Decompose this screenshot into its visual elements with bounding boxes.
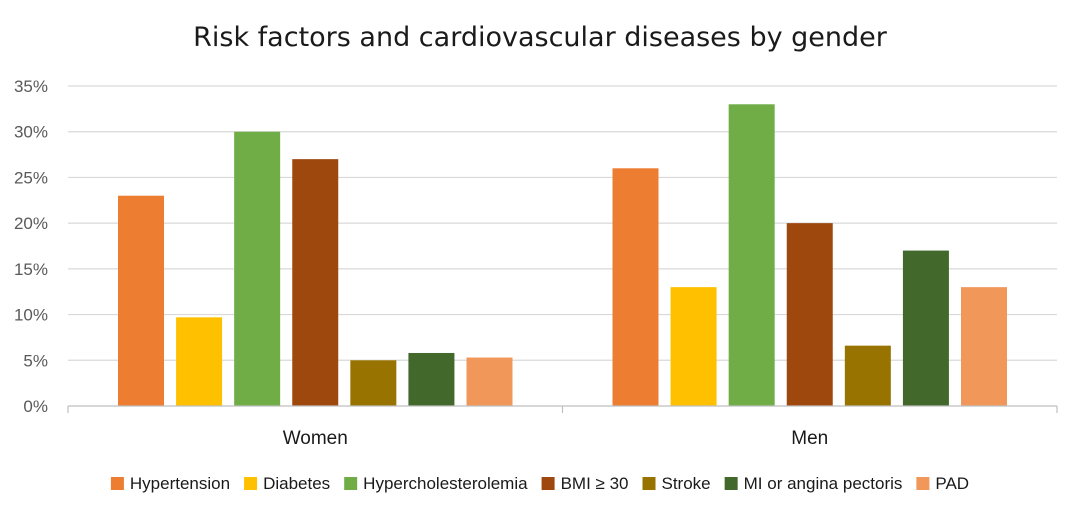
- bar-hypertension-men: [612, 168, 659, 406]
- legend-label: Diabetes: [263, 474, 330, 493]
- legend-item: PAD: [916, 474, 969, 493]
- bar-mi-or-angina-pectoris-women: [408, 352, 455, 406]
- legend-item: Stroke: [642, 474, 711, 493]
- bar-diabetes-men: [670, 287, 717, 406]
- legend-item: Diabetes: [244, 474, 330, 493]
- legend-swatch: [244, 477, 258, 490]
- legend-swatch: [110, 477, 124, 490]
- bar-hypercholesterolemia-men: [728, 104, 775, 407]
- bar-stroke-men: [844, 345, 891, 406]
- bar-bmi-30-women: [292, 159, 339, 406]
- y-tick-label: 35%: [14, 77, 48, 96]
- legend-swatch: [541, 477, 555, 490]
- legend-swatch: [642, 477, 656, 490]
- legend-label: Hypertension: [130, 474, 230, 493]
- bar-mi-or-angina-pectoris-men: [902, 250, 949, 406]
- bar-pad-women: [466, 357, 513, 406]
- legend-label: Stroke: [662, 474, 711, 493]
- legend-item: Hypercholesterolemia: [344, 474, 528, 493]
- legend-swatch: [344, 477, 358, 490]
- legend-label: BMI ≥ 30: [561, 474, 629, 493]
- legend-swatch: [724, 477, 738, 490]
- gridlines: [68, 85, 1057, 361]
- legend-label: PAD: [935, 474, 969, 493]
- x-category-label: Men: [791, 428, 828, 449]
- bar-hypertension-women: [118, 195, 164, 406]
- bar-hypercholesterolemia-women: [234, 131, 281, 406]
- y-axis-ticks: 0% 5% 10% 15% 20% 25% 30% 35%: [14, 77, 48, 416]
- y-tick-label: 30%: [14, 123, 48, 142]
- bar-pad-men: [961, 287, 1007, 406]
- legend-label: MI or angina pectoris: [744, 474, 903, 493]
- y-tick-label: 5%: [23, 351, 48, 370]
- legend: Hypertension Diabetes Hypercholesterolemia…: [110, 474, 969, 493]
- bar-diabetes-women: [176, 317, 223, 406]
- x-axis: Women Men: [67, 405, 1058, 449]
- y-tick-label: 20%: [14, 214, 48, 233]
- legend-label: Hypercholesterolemia: [363, 474, 528, 493]
- x-category-label: Women: [283, 428, 348, 449]
- bars: [118, 104, 1007, 407]
- bar-bmi-30-men: [786, 223, 833, 406]
- chart-title: Risk factors and cardiovascular diseases…: [193, 22, 888, 53]
- legend-item: MI or angina pectoris: [724, 474, 903, 493]
- bar-stroke-women: [350, 360, 397, 406]
- y-tick-label: 15%: [14, 260, 48, 279]
- legend-item: Hypertension: [110, 474, 230, 493]
- legend-swatch: [916, 477, 930, 490]
- legend-item: BMI ≥ 30: [541, 474, 629, 493]
- y-tick-label: 0%: [23, 397, 48, 416]
- y-tick-label: 10%: [14, 306, 48, 325]
- y-tick-label: 25%: [14, 168, 48, 187]
